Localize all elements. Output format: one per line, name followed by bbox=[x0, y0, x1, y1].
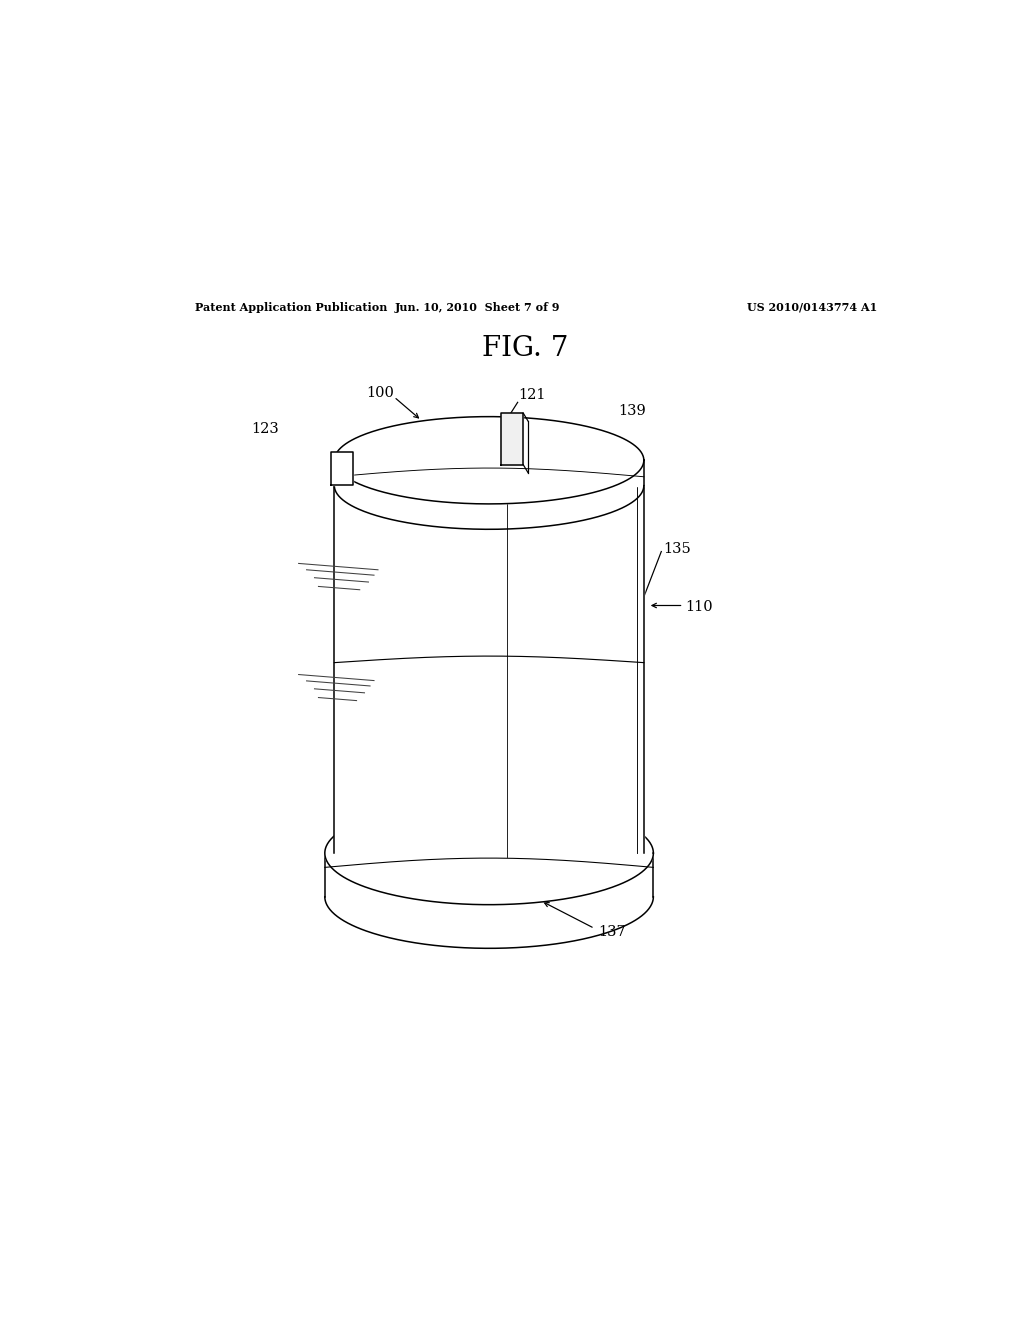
Text: 110: 110 bbox=[685, 601, 713, 614]
Polygon shape bbox=[331, 451, 353, 484]
Polygon shape bbox=[501, 413, 523, 465]
Text: 123: 123 bbox=[251, 421, 279, 436]
Polygon shape bbox=[325, 801, 653, 904]
Text: Jun. 10, 2010  Sheet 7 of 9: Jun. 10, 2010 Sheet 7 of 9 bbox=[394, 301, 560, 313]
Text: US 2010/0143774 A1: US 2010/0143774 A1 bbox=[748, 301, 878, 313]
Text: 139: 139 bbox=[618, 404, 646, 418]
Text: 121: 121 bbox=[518, 388, 546, 401]
Polygon shape bbox=[334, 461, 644, 486]
Text: Patent Application Publication: Patent Application Publication bbox=[196, 301, 388, 313]
Polygon shape bbox=[335, 417, 644, 504]
Polygon shape bbox=[334, 486, 644, 853]
Text: 100: 100 bbox=[367, 385, 394, 400]
Polygon shape bbox=[325, 853, 653, 896]
Text: FIG. 7: FIG. 7 bbox=[481, 335, 568, 362]
Text: 135: 135 bbox=[663, 543, 690, 556]
Text: 137: 137 bbox=[598, 925, 626, 939]
